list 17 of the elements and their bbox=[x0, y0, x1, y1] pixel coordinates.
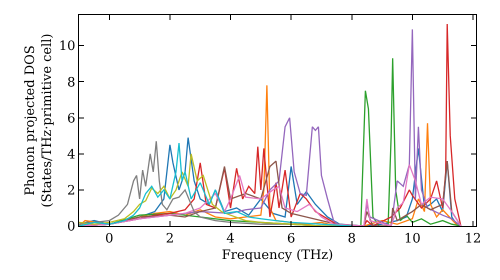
y-tick-label: 4 bbox=[67, 147, 76, 162]
x-tick-label: 4 bbox=[226, 232, 235, 247]
line-series bbox=[79, 136, 458, 226]
y-axis-title: Phonon projected DOS (States/THz·primitive cell) bbox=[22, 33, 55, 208]
y-tick-label: 10 bbox=[58, 39, 76, 54]
line-series bbox=[79, 84, 458, 226]
y-tick-label: 6 bbox=[67, 111, 76, 126]
x-tick-label: 2 bbox=[166, 232, 174, 247]
y-tick-label: 2 bbox=[67, 183, 76, 198]
x-tick-label: 12 bbox=[464, 232, 482, 247]
y-tick-label: 0 bbox=[67, 220, 76, 235]
x-axis-title: Frequency (THz) bbox=[222, 248, 334, 264]
x-tick-label: 8 bbox=[348, 232, 356, 247]
x-tick-label: 0 bbox=[105, 232, 114, 247]
y-tick-label: 8 bbox=[67, 75, 76, 90]
x-tick-label: 6 bbox=[287, 232, 296, 247]
x-tick-label: 10 bbox=[404, 232, 421, 247]
